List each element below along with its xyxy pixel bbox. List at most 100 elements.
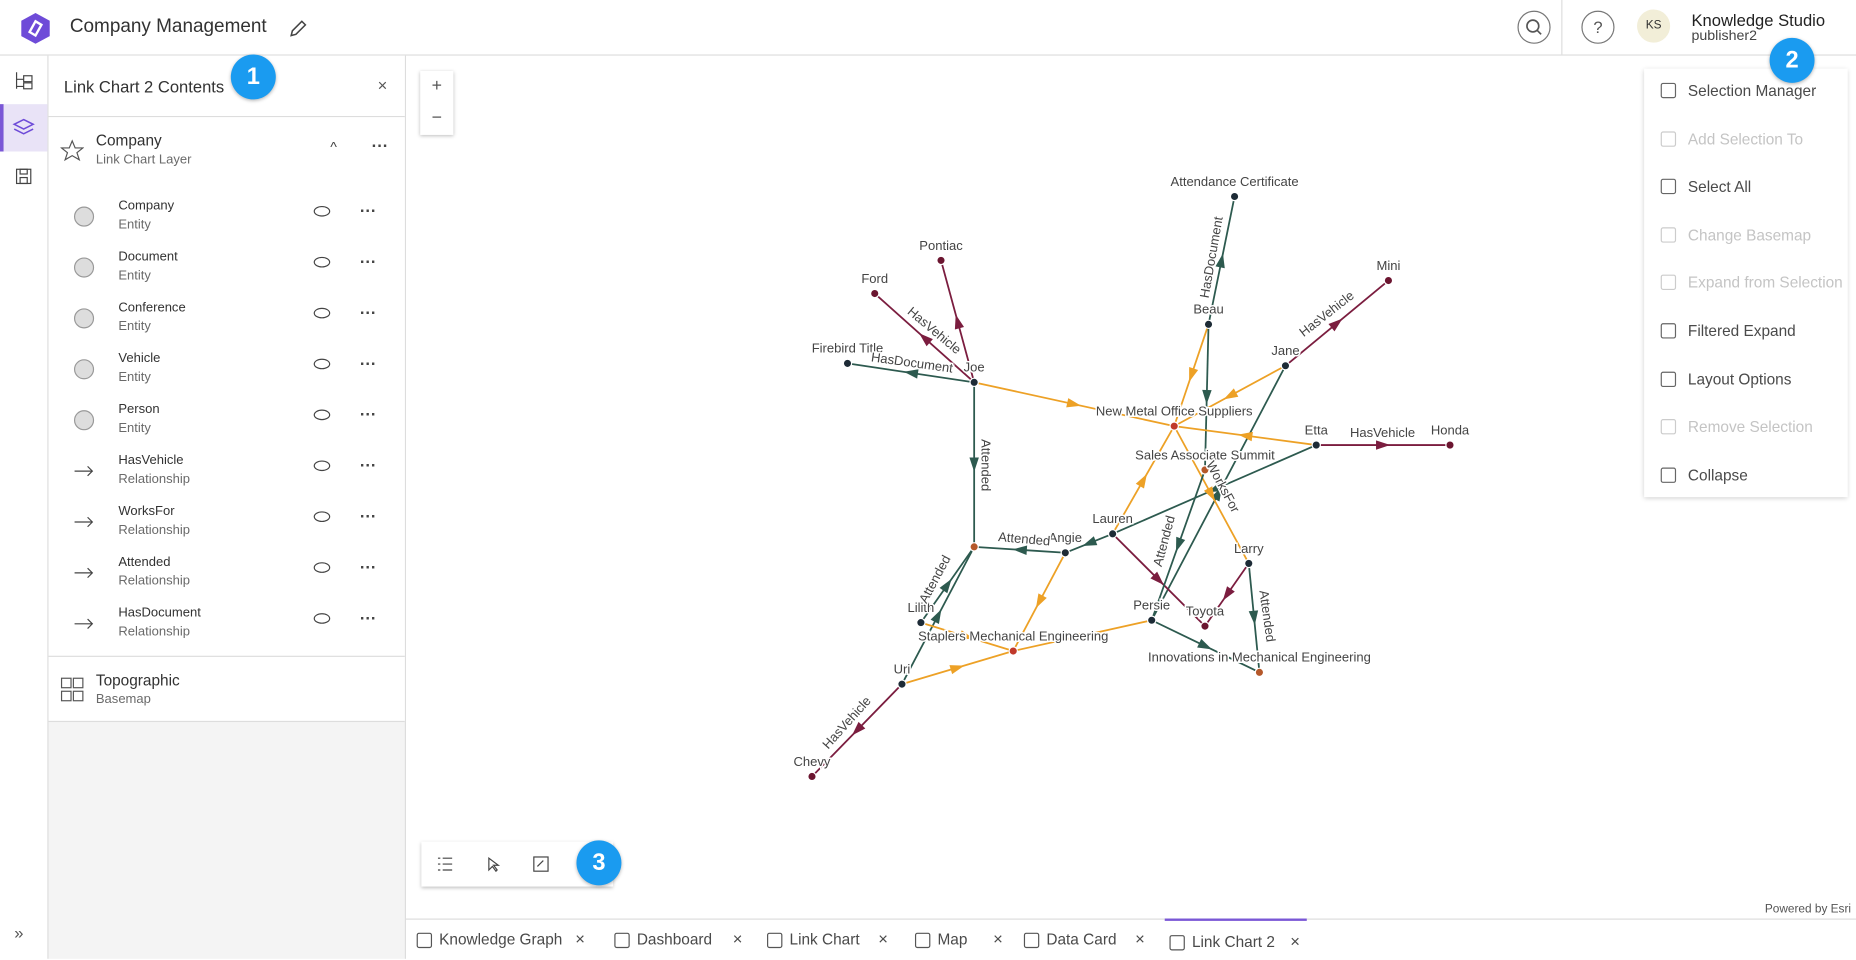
node-label: Ford: [861, 271, 888, 286]
tab-label: Dashboard: [636, 930, 713, 949]
entity-symbol: [73, 359, 95, 380]
edge-arrow: [1248, 610, 1259, 625]
sublayer-name: WorksFor: [118, 504, 175, 519]
sublayer-icon: [74, 618, 94, 629]
user-avatar[interactable]: KS: [1637, 9, 1671, 43]
menu-item[interactable]: Collapse: [1644, 453, 1848, 500]
node: [969, 377, 979, 388]
user-role: publisher2: [1691, 27, 1758, 44]
menu-item: Add Selection To: [1644, 117, 1848, 164]
edge-arrow: [1202, 389, 1212, 405]
visibility-toggle[interactable]: [313, 307, 331, 319]
tab-close[interactable]: ×: [878, 929, 888, 949]
tab-icon: [914, 932, 931, 949]
visibility-toggle[interactable]: [313, 511, 331, 522]
tab[interactable]: Map ×: [910, 919, 1009, 959]
layout-button[interactable]: [533, 856, 550, 873]
menu-label: Filtered Expand: [1687, 321, 1796, 340]
sublayer-icon: [74, 465, 94, 477]
menu-label: Select All: [1687, 177, 1752, 196]
sublayer-type: Relationship: [118, 472, 191, 487]
select-button[interactable]: [486, 856, 501, 873]
node: [936, 255, 946, 266]
help-button[interactable]: ?: [1581, 10, 1615, 44]
sublayer-type: Entity: [118, 217, 151, 232]
edge-label: Attended: [1256, 589, 1278, 643]
node-label: Attendance Certificate: [1171, 174, 1299, 189]
relationship-symbol: [74, 516, 94, 528]
menu-item[interactable]: Select All: [1644, 165, 1848, 212]
zoom-out[interactable]: −: [431, 107, 442, 128]
edge-label: Attended: [978, 439, 993, 491]
sublayer-options[interactable]: ···: [359, 608, 377, 628]
sublayer-options[interactable]: ···: [359, 201, 377, 221]
tab[interactable]: Link Chart ×: [762, 919, 895, 959]
tab-close[interactable]: ×: [993, 929, 1003, 949]
node-label: Angie: [1049, 530, 1082, 545]
sublayer-options[interactable]: ···: [359, 252, 377, 272]
basemap-type: Basemap: [95, 692, 151, 707]
tab-close[interactable]: ×: [1135, 929, 1145, 949]
tab-close[interactable]: ×: [575, 929, 585, 949]
divider: [1561, 0, 1563, 55]
expand-rail[interactable]: »: [14, 923, 24, 943]
visibility-toggle[interactable]: [313, 256, 331, 268]
visibility-toggle[interactable]: [313, 613, 331, 624]
edge-arrow: [1012, 545, 1028, 555]
rail-button-active[interactable]: [0, 104, 48, 152]
app-logo: [21, 13, 50, 44]
node: [1200, 621, 1210, 631]
sublayer-type: Relationship: [118, 574, 191, 589]
sublayer-options[interactable]: ···: [359, 404, 377, 424]
tab[interactable]: Knowledge Graph ×: [412, 919, 592, 959]
visibility-toggle[interactable]: [313, 562, 331, 573]
visibility-toggle[interactable]: [313, 409, 331, 421]
rail-button[interactable]: [14, 167, 33, 186]
visibility-toggle[interactable]: [313, 205, 331, 217]
node-label: Chevy: [794, 754, 831, 769]
tab[interactable]: Data Card ×: [1019, 919, 1152, 959]
tab-close[interactable]: ×: [732, 929, 743, 949]
rail-button[interactable]: [13, 70, 34, 91]
list-button[interactable]: [437, 856, 454, 873]
edge-arrow: [1135, 473, 1147, 489]
menu-icon: [1660, 82, 1677, 99]
zoom-control: + −: [420, 71, 454, 135]
edge-arrow: [1197, 638, 1212, 650]
zoom-in[interactable]: +: [431, 75, 442, 96]
menu-item[interactable]: Filtered Expand: [1644, 309, 1848, 356]
menu-item[interactable]: Selection Manager: [1644, 69, 1848, 116]
menu-label: Layout Options: [1687, 370, 1792, 388]
layer-type: Link Chart Layer: [95, 152, 192, 167]
tab[interactable]: Link Chart 2 ×: [1164, 918, 1307, 959]
menu-item[interactable]: Layout Options: [1644, 357, 1848, 404]
sublayer-type: Relationship: [118, 624, 191, 640]
sublayer-options[interactable]: ···: [359, 303, 377, 322]
entity-symbol: [73, 257, 95, 278]
sublayer-options[interactable]: ···: [359, 506, 377, 526]
menu-icon: [1660, 323, 1677, 339]
layer-options[interactable]: ···: [371, 136, 389, 156]
tab[interactable]: Dashboard ×: [610, 919, 750, 959]
collapse-layer[interactable]: ^: [330, 138, 337, 156]
node-label: Larry: [1234, 541, 1264, 556]
sublayer-options[interactable]: ···: [359, 557, 377, 577]
tab-close[interactable]: ×: [1290, 931, 1300, 951]
sublayer-options[interactable]: ···: [359, 455, 377, 475]
node: [1445, 440, 1455, 450]
node: [897, 679, 907, 689]
sublayer-row: Conference Entity ···: [49, 294, 404, 345]
node: [1203, 319, 1214, 330]
visibility-toggle[interactable]: [313, 460, 331, 472]
visibility-toggle[interactable]: [313, 358, 331, 370]
sublayer-options[interactable]: ···: [359, 353, 377, 373]
edge-arrow: [1074, 632, 1090, 642]
edge-arrow: [903, 369, 919, 379]
callout-badge: 3: [576, 840, 622, 886]
sublayer-icon: [73, 206, 95, 227]
close-button[interactable]: ×: [377, 75, 388, 95]
node: [1169, 421, 1179, 431]
search-button[interactable]: [1517, 10, 1551, 44]
edit-button[interactable]: [289, 19, 308, 38]
sublayer-list: Company Entity ··· Document Entity ··· Confere…: [49, 192, 405, 654]
